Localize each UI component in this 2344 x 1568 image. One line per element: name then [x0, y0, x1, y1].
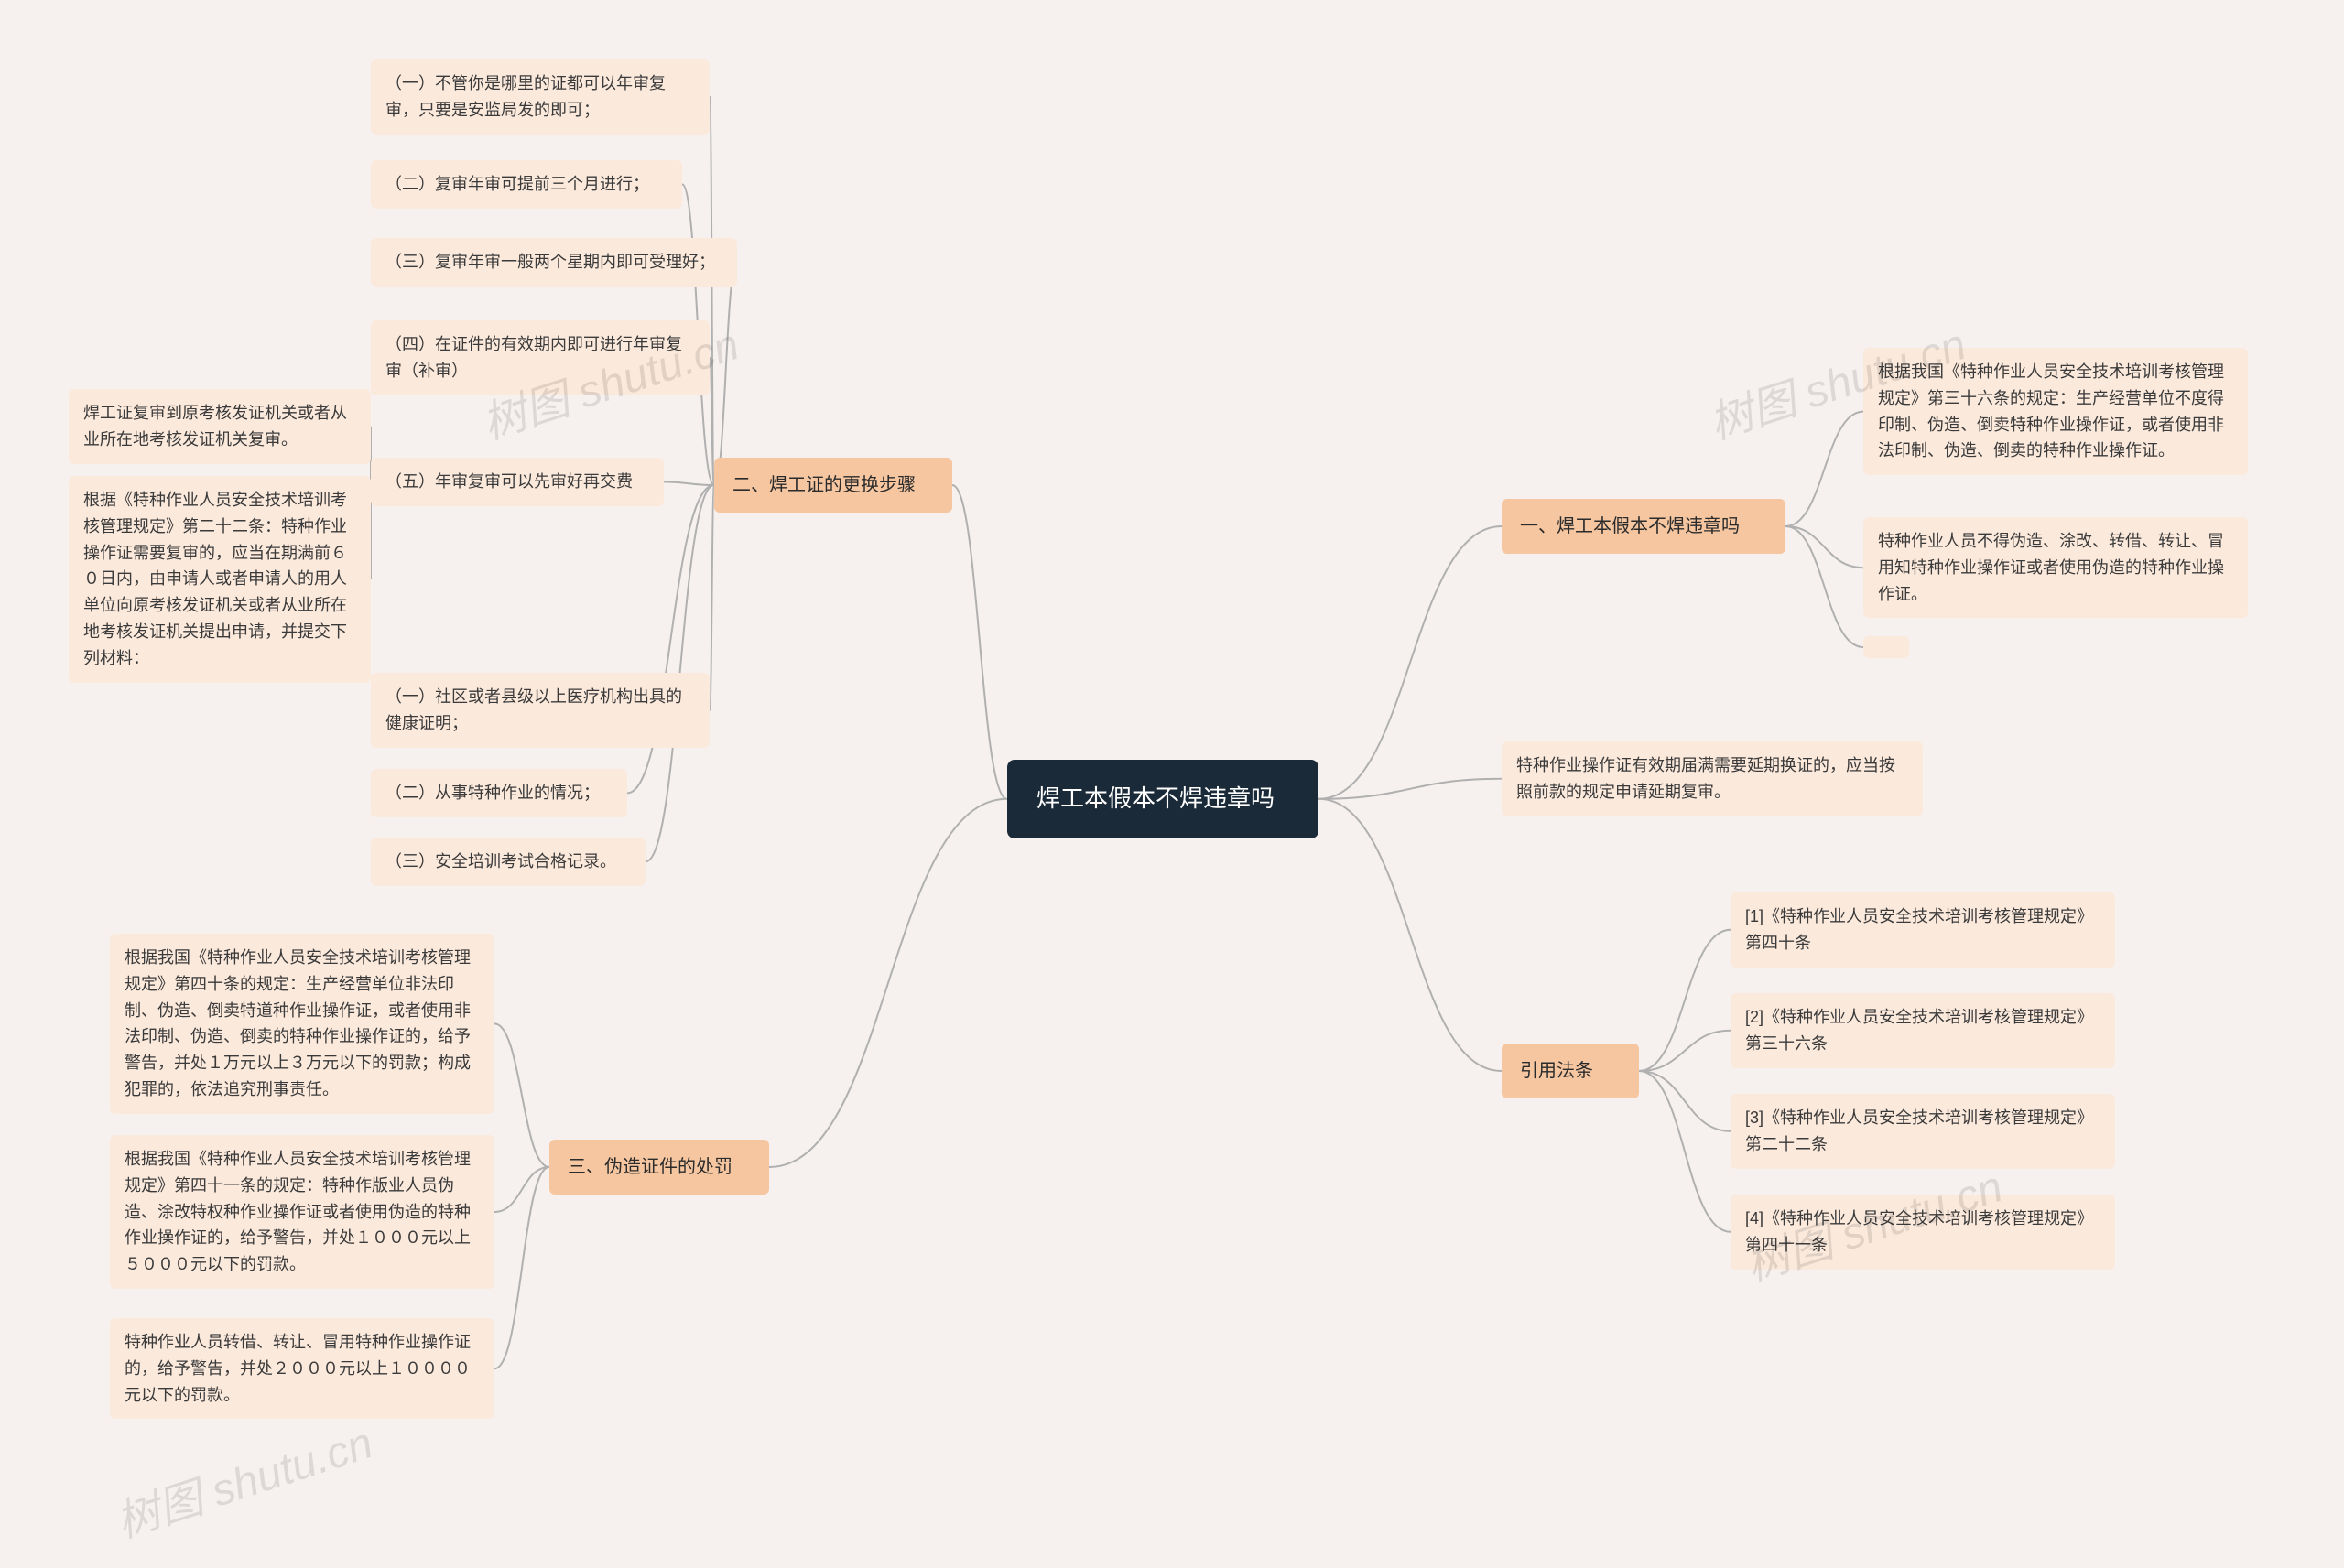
node-label: [1]《特种作业人员安全技术培训考核管理规定》第四十条: [1745, 907, 2093, 952]
node-l1a: （一）不管你是哪里的证都可以年审复审，只要是安监局发的即可；: [371, 59, 710, 135]
connector: [1318, 526, 1502, 799]
node-label: 特种作业人员转借、转让、冒用特种作业操作证的，给予警告，并处２０００元以上１００…: [125, 1333, 471, 1404]
node-l1: 二、焊工证的更换步骤: [714, 458, 952, 513]
watermark: 树图 shutu.cn: [106, 1407, 379, 1550]
node-label: （一）不管你是哪里的证都可以年审复审，只要是安监局发的即可；: [385, 74, 666, 119]
node-label: 特种作业人员不得伪造、涂改、转借、转让、冒用知特种作业操作证或者使用伪造的特种作…: [1878, 532, 2224, 603]
node-label: （五）年审复审可以先审好再交费: [385, 472, 633, 491]
connector: [714, 262, 737, 485]
node-r3: 引用法条: [1502, 1044, 1639, 1098]
node-label: 二、焊工证的更换步骤: [732, 475, 916, 495]
node-label: [4]《特种作业人员安全技术培训考核管理规定》 第四十一条: [1745, 1209, 2093, 1254]
node-label: 三、伪造证件的处罚: [568, 1157, 732, 1177]
connector: [1318, 799, 1502, 1071]
node-label: 特种作业操作证有效期届满需要延期换证的，应当按照前款的规定申请延期复审。: [1516, 756, 1895, 801]
node-label: 根据我国《特种作业人员安全技术培训考核管理规定》第三十六条的规定：生产经营单位不…: [1878, 362, 2224, 460]
node-l1c: （三）复审年审一般两个星期内即可受理好；: [371, 238, 737, 287]
node-label: 一、焊工本假本不焊违章吗: [1520, 516, 1740, 536]
mindmap-canvas: 焊工本假本不焊违章吗一、焊工本假本不焊违章吗根据我国《特种作业人员安全技术培训考…: [0, 0, 2344, 1568]
node-l1f: （一）社区或者县级以上医疗机构出具的健康证明；: [371, 673, 710, 748]
node-r2: 特种作业操作证有效期届满需要延期换证的，应当按照前款的规定申请延期复审。: [1502, 741, 1923, 816]
node-label: [3]《特种作业人员安全技术培训考核管理规定》第二十二条: [1745, 1108, 2093, 1153]
node-root: 焊工本假本不焊违章吗: [1007, 760, 1318, 838]
node-label: （一）社区或者县级以上医疗机构出具的健康证明；: [385, 687, 682, 732]
node-label: （二）复审年审可提前三个月进行；: [385, 175, 649, 193]
node-label: 引用法条: [1520, 1061, 1593, 1081]
node-l2a: 根据我国《特种作业人员安全技术培训考核管理规定》第四十条的规定：生产经营单位非法…: [110, 934, 494, 1114]
connector: [1639, 1031, 1731, 1071]
node-label: 根据我国《特种作业人员安全技术培训考核管理规定》第四十条的规定：生产经营单位非法…: [125, 948, 471, 1098]
connector: [769, 799, 1007, 1167]
node-label: 焊工本假本不焊违章吗: [1036, 784, 1275, 812]
connector: [494, 1023, 549, 1167]
node-l1e: （五）年审复审可以先审好再交费: [371, 458, 664, 506]
node-l2c: 特种作业人员转借、转让、冒用特种作业操作证的，给予警告，并处２０００元以上１００…: [110, 1318, 494, 1419]
node-l1d: （四）在证件的有效期内即可进行年审复审（补审）: [371, 320, 710, 395]
node-label: 根据《特种作业人员安全技术培训考核管理规定》第二十二条：特种作业操作证需要复审的…: [83, 491, 347, 667]
node-l1g: （二）从事特种作业的情况；: [371, 769, 627, 817]
node-r1b: 特种作业人员不得伪造、涂改、转借、转让、冒用知特种作业操作证或者使用伪造的特种作…: [1863, 517, 2248, 618]
connector: [1318, 779, 1502, 799]
connector: [1639, 1071, 1731, 1232]
node-r3a: [1]《特种作业人员安全技术培训考核管理规定》第四十条: [1731, 892, 2115, 968]
node-l1e2: 根据《特种作业人员安全技术培训考核管理规定》第二十二条：特种作业操作证需要复审的…: [69, 476, 371, 683]
connector: [494, 1167, 549, 1212]
node-l1h: （三）安全培训考试合格记录。: [371, 838, 646, 886]
node-label: （四）在证件的有效期内即可进行年审复审（补审）: [385, 335, 682, 380]
node-label: 焊工证复审到原考核发证机关或者从业所在地考核发证机关复审。: [83, 404, 347, 449]
connector: [1785, 526, 1863, 647]
node-l2: 三、伪造证件的处罚: [549, 1140, 769, 1195]
node-label: （二）从事特种作业的情况；: [385, 784, 600, 802]
node-label: 根据我国《特种作业人员安全技术培训考核管理规定》第四十一条的规定：特种作版业人员…: [125, 1150, 471, 1273]
node-r3c: [3]《特种作业人员安全技术培训考核管理规定》第二十二条: [1731, 1094, 2115, 1169]
connector: [494, 1167, 549, 1368]
connector: [1785, 412, 1863, 526]
connector: [1639, 930, 1731, 1071]
connector: [710, 485, 714, 710]
node-l1e1: 焊工证复审到原考核发证机关或者从业所在地考核发证机关复审。: [69, 389, 371, 464]
connector: [1785, 526, 1863, 568]
connector: [952, 485, 1007, 799]
node-r3d: [4]《特种作业人员安全技术培训考核管理规定》 第四十一条: [1731, 1195, 2115, 1270]
node-r1a: 根据我国《特种作业人员安全技术培训考核管理规定》第三十六条的规定：生产经营单位不…: [1863, 348, 2248, 475]
node-label: [2]《特种作业人员安全技术培训考核管理规定》第三十六条: [1745, 1008, 2093, 1053]
node-r3b: [2]《特种作业人员安全技术培训考核管理规定》第三十六条: [1731, 993, 2115, 1068]
node-l2b: 根据我国《特种作业人员安全技术培训考核管理规定》第四十一条的规定：特种作版业人员…: [110, 1135, 494, 1289]
connector: [710, 97, 714, 485]
node-label: （三）安全培训考试合格记录。: [385, 852, 616, 871]
connector: [1639, 1071, 1731, 1131]
node-r1: 一、焊工本假本不焊违章吗: [1502, 499, 1785, 554]
node-l1b: （二）复审年审可提前三个月进行；: [371, 160, 682, 209]
node-r1c: [1863, 636, 1909, 658]
node-label: （三）复审年审一般两个星期内即可受理好；: [385, 253, 715, 271]
connector: [664, 481, 714, 485]
